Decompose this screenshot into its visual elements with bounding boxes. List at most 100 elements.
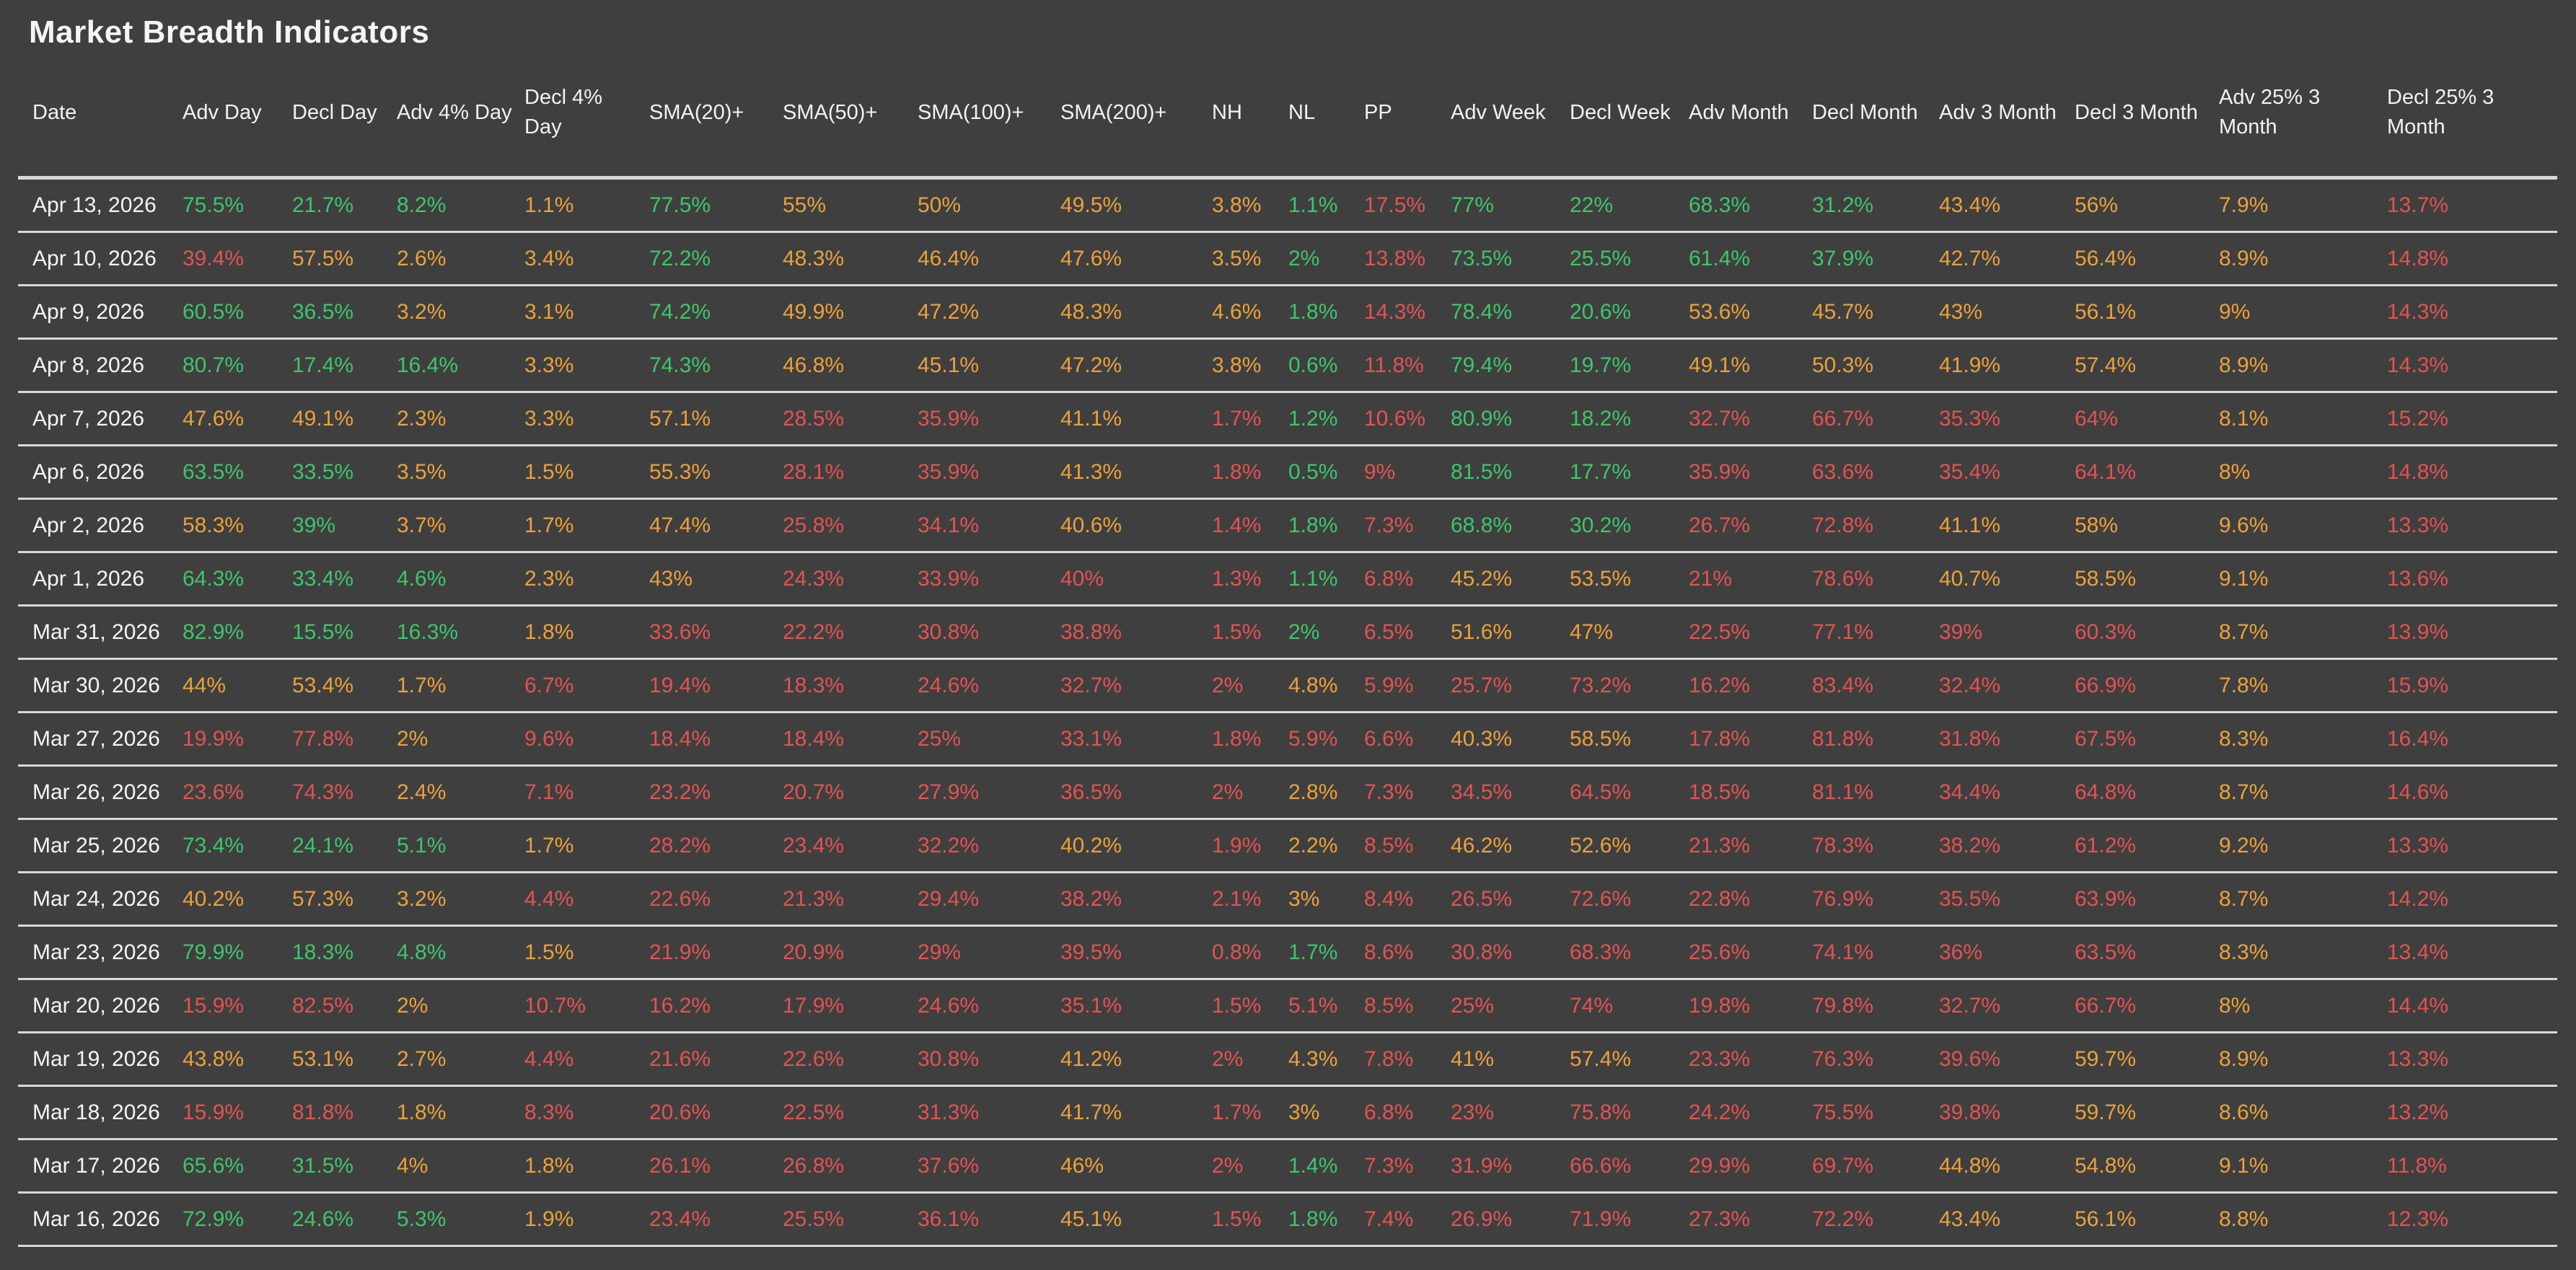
- cell-adv-day: 58.3%: [183, 498, 292, 553]
- cell-decl-25-3-month: 13.9%: [2387, 605, 2557, 660]
- header-row: Date Adv Day Decl Day Adv 4% Day Decl 4% Day…: [18, 59, 2557, 180]
- cell-decl-day: 21.7%: [292, 177, 397, 233]
- cell-nh: 1.3%: [1212, 552, 1288, 607]
- cell-date: Mar 24, 2026: [18, 872, 183, 927]
- table-row: Apr 10, 2026 39.4% 57.5% 2.6% 3.4% 72.2% 48.3%…: [18, 231, 2557, 286]
- cell-nl: 5.1%: [1288, 979, 1364, 1033]
- cell-adv-week: 25.7%: [1451, 658, 1570, 713]
- cell-adv-day: 75.5%: [183, 177, 292, 233]
- cell-adv-4-day: 3.2%: [397, 285, 524, 340]
- cell-nh: 1.8%: [1212, 712, 1288, 767]
- cell-adv-3-month: 43%: [1939, 285, 2075, 340]
- cell-adv-week: 80.9%: [1451, 392, 1570, 446]
- cell-adv-day: 19.9%: [183, 712, 292, 767]
- cell-decl-month: 77.1%: [1812, 605, 1939, 660]
- cell-date: Apr 1, 2026: [18, 552, 183, 607]
- cell-sma100: 34.1%: [918, 498, 1060, 553]
- cell-adv-4-day: 1.8%: [397, 1085, 524, 1140]
- cell-sma50: 25.8%: [783, 498, 918, 553]
- cell-nl: 1.1%: [1288, 552, 1364, 607]
- cell-date: Mar 30, 2026: [18, 658, 183, 713]
- cell-decl-week: 19.7%: [1570, 338, 1689, 393]
- cell-decl-25-3-month: 13.6%: [2387, 552, 2557, 607]
- cell-sma20: 55.3%: [649, 445, 783, 500]
- cell-sma200: 41.2%: [1060, 1032, 1212, 1087]
- cell-adv-week: 46.2%: [1451, 819, 1570, 873]
- cell-adv-25-3-month: 8.9%: [2219, 1032, 2387, 1087]
- cell-decl-day: 39%: [292, 498, 397, 553]
- cell-adv-3-month: 41.9%: [1939, 338, 2075, 393]
- cell-decl-3-month: 61.2%: [2075, 819, 2219, 873]
- cell-sma20: 16.2%: [649, 979, 783, 1033]
- cell-sma50: 18.4%: [783, 712, 918, 767]
- cell-adv-day: 23.6%: [183, 765, 292, 820]
- cell-decl-4-day: 1.5%: [524, 925, 649, 980]
- cell-sma50: 22.5%: [783, 1085, 918, 1140]
- cell-sma100: 27.9%: [918, 765, 1060, 820]
- cell-decl-week: 73.2%: [1570, 658, 1689, 713]
- table-row: Apr 13, 2026 75.5% 21.7% 8.2% 1.1% 77.5% 55% 50…: [18, 177, 2557, 233]
- cell-nh: 2.1%: [1212, 872, 1288, 927]
- market-breadth-table: Date Adv Day Decl Day Adv 4% Day Decl 4% Day…: [18, 59, 2557, 1247]
- cell-sma20: 26.1%: [649, 1139, 783, 1194]
- cell-decl-4-day: 10.7%: [524, 979, 649, 1033]
- cell-sma50: 28.5%: [783, 392, 918, 446]
- cell-nh: 2%: [1212, 658, 1288, 713]
- cell-pp: 8.6%: [1364, 925, 1451, 980]
- cell-sma50: 26.8%: [783, 1139, 918, 1194]
- cell-nh: 1.7%: [1212, 1085, 1288, 1140]
- cell-sma50: 22.2%: [783, 605, 918, 660]
- cell-decl-day: 77.8%: [292, 712, 397, 767]
- cell-sma200: 35.1%: [1060, 979, 1212, 1033]
- column-header-sma20: SMA(20)+: [649, 59, 783, 180]
- cell-sma20: 18.4%: [649, 712, 783, 767]
- cell-adv-month: 21.3%: [1689, 819, 1812, 873]
- cell-decl-week: 64.5%: [1570, 765, 1689, 820]
- cell-decl-3-month: 56%: [2075, 177, 2219, 233]
- cell-decl-25-3-month: 13.3%: [2387, 498, 2557, 553]
- cell-adv-3-month: 35.3%: [1939, 392, 2075, 446]
- cell-adv-week: 26.5%: [1451, 872, 1570, 927]
- cell-sma20: 22.6%: [649, 872, 783, 927]
- cell-sma200: 40.2%: [1060, 819, 1212, 873]
- cell-adv-25-3-month: 8.9%: [2219, 231, 2387, 286]
- cell-sma100: 35.9%: [918, 445, 1060, 500]
- cell-date: Mar 25, 2026: [18, 819, 183, 873]
- cell-decl-4-day: 3.3%: [524, 338, 649, 393]
- cell-adv-month: 32.7%: [1689, 392, 1812, 446]
- cell-decl-day: 24.1%: [292, 819, 397, 873]
- cell-decl-25-3-month: 13.4%: [2387, 925, 2557, 980]
- cell-sma50: 28.1%: [783, 445, 918, 500]
- cell-adv-day: 39.4%: [183, 231, 292, 286]
- cell-sma200: 39.5%: [1060, 925, 1212, 980]
- cell-adv-day: 80.7%: [183, 338, 292, 393]
- cell-adv-25-3-month: 8.7%: [2219, 605, 2387, 660]
- column-header-decl-day: Decl Day: [292, 59, 397, 180]
- cell-decl-3-month: 56.1%: [2075, 1192, 2219, 1247]
- cell-decl-4-day: 1.7%: [524, 498, 649, 553]
- cell-sma200: 48.3%: [1060, 285, 1212, 340]
- cell-decl-3-month: 66.9%: [2075, 658, 2219, 713]
- cell-nl: 4.8%: [1288, 658, 1364, 713]
- cell-decl-day: 81.8%: [292, 1085, 397, 1140]
- cell-adv-3-month: 39.6%: [1939, 1032, 2075, 1087]
- cell-nl: 1.7%: [1288, 925, 1364, 980]
- cell-sma100: 47.2%: [918, 285, 1060, 340]
- cell-pp: 7.3%: [1364, 765, 1451, 820]
- cell-pp: 11.8%: [1364, 338, 1451, 393]
- cell-decl-25-3-month: 14.4%: [2387, 979, 2557, 1033]
- cell-adv-day: 60.5%: [183, 285, 292, 340]
- cell-date: Apr 7, 2026: [18, 392, 183, 446]
- cell-sma200: 46%: [1060, 1139, 1212, 1194]
- cell-adv-month: 27.3%: [1689, 1192, 1812, 1247]
- cell-date: Apr 2, 2026: [18, 498, 183, 553]
- cell-pp: 8.5%: [1364, 979, 1451, 1033]
- table-row: Mar 30, 2026 44% 53.4% 1.7% 6.7% 19.4% 18.3% 24…: [18, 658, 2557, 713]
- cell-adv-month: 49.1%: [1689, 338, 1812, 393]
- cell-date: Mar 17, 2026: [18, 1139, 183, 1194]
- cell-decl-month: 63.6%: [1812, 445, 1939, 500]
- cell-adv-week: 30.8%: [1451, 925, 1570, 980]
- cell-sma20: 72.2%: [649, 231, 783, 286]
- cell-sma20: 43%: [649, 552, 783, 607]
- cell-sma20: 20.6%: [649, 1085, 783, 1140]
